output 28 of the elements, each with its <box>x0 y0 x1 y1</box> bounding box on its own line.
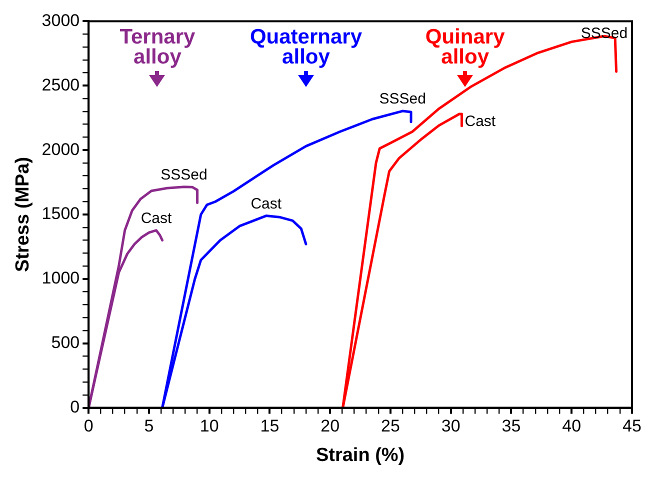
annotation: Quaternary alloy <box>250 25 362 68</box>
x-tick-label: 45 <box>622 416 642 436</box>
x-tick-label: 0 <box>84 416 94 436</box>
x-tick-label: 20 <box>320 416 340 436</box>
series-label: SSSed <box>160 166 208 184</box>
x-tick-label: 40 <box>562 416 582 436</box>
x-tick-label: 25 <box>381 416 400 436</box>
y-tick-label: 1500 <box>42 204 80 224</box>
series-label: Cast <box>250 195 282 212</box>
series-label: Cast <box>140 210 172 227</box>
y-tick-label: 1000 <box>42 268 80 288</box>
y-tick-label: 3000 <box>42 10 80 30</box>
x-tick-label: 15 <box>260 416 280 436</box>
x-tick-label: 5 <box>144 416 154 436</box>
y-tick-label: 2000 <box>42 140 80 159</box>
series-label: SSSed <box>580 24 628 42</box>
y-tick-label: 500 <box>51 333 80 352</box>
y-tick-label: 2500 <box>42 75 80 94</box>
x-axis-title: Strain (%) <box>316 444 405 466</box>
x-tick-label: 10 <box>200 416 219 436</box>
series-label: Cast <box>464 113 496 130</box>
y-axis-title: Stress (MPa) <box>12 156 34 272</box>
annotation: Ternary alloy <box>120 25 196 68</box>
y-tick-label: 0 <box>70 397 80 416</box>
series-label: SSSed <box>379 90 426 108</box>
annotation: Quinary alloy <box>425 25 506 68</box>
x-tick-label: 30 <box>441 416 460 436</box>
x-tick-label: 35 <box>502 416 521 436</box>
